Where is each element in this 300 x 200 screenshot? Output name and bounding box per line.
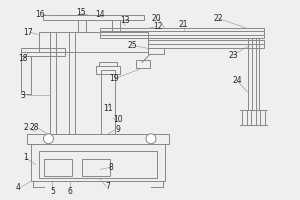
Bar: [96, 66, 120, 74]
Bar: [27, 134, 169, 144]
Bar: [21, 56, 31, 94]
Text: 21: 21: [178, 20, 188, 29]
Circle shape: [44, 134, 53, 144]
Bar: [43, 15, 144, 20]
Text: 7: 7: [106, 182, 111, 191]
Text: 11: 11: [103, 104, 113, 113]
Text: 1: 1: [23, 153, 28, 162]
Bar: [21, 48, 65, 56]
Text: 16: 16: [36, 10, 45, 19]
Text: 13: 13: [120, 16, 130, 25]
Text: 23: 23: [229, 51, 238, 60]
Text: 22: 22: [214, 14, 224, 23]
Text: 24: 24: [233, 76, 242, 85]
Text: 17: 17: [23, 28, 32, 37]
Bar: [248, 38, 260, 110]
Bar: [38, 32, 148, 52]
Bar: [82, 159, 110, 176]
Circle shape: [146, 134, 156, 144]
Text: 8: 8: [109, 163, 114, 172]
Text: 20: 20: [151, 14, 161, 23]
Text: 3: 3: [20, 91, 25, 100]
Bar: [136, 60, 150, 68]
Bar: [78, 20, 120, 32]
Text: 6: 6: [68, 187, 73, 196]
Bar: [50, 52, 75, 134]
Text: 2: 2: [23, 123, 28, 132]
Text: 19: 19: [110, 74, 119, 83]
Text: 12: 12: [153, 22, 163, 31]
Bar: [100, 28, 265, 38]
Text: 9: 9: [116, 125, 121, 134]
Text: 15: 15: [76, 8, 86, 17]
Bar: [148, 40, 265, 48]
Bar: [99, 62, 117, 66]
Bar: [148, 48, 164, 54]
Bar: [31, 144, 165, 181]
Text: 10: 10: [113, 115, 123, 124]
Bar: [38, 151, 157, 178]
Text: 14: 14: [95, 10, 105, 19]
Bar: [44, 159, 72, 176]
Bar: [101, 70, 115, 134]
Text: 5: 5: [50, 187, 55, 196]
Text: 25: 25: [127, 41, 137, 50]
Text: 28: 28: [30, 123, 39, 132]
Text: 4: 4: [15, 183, 20, 192]
Text: 18: 18: [18, 54, 27, 63]
